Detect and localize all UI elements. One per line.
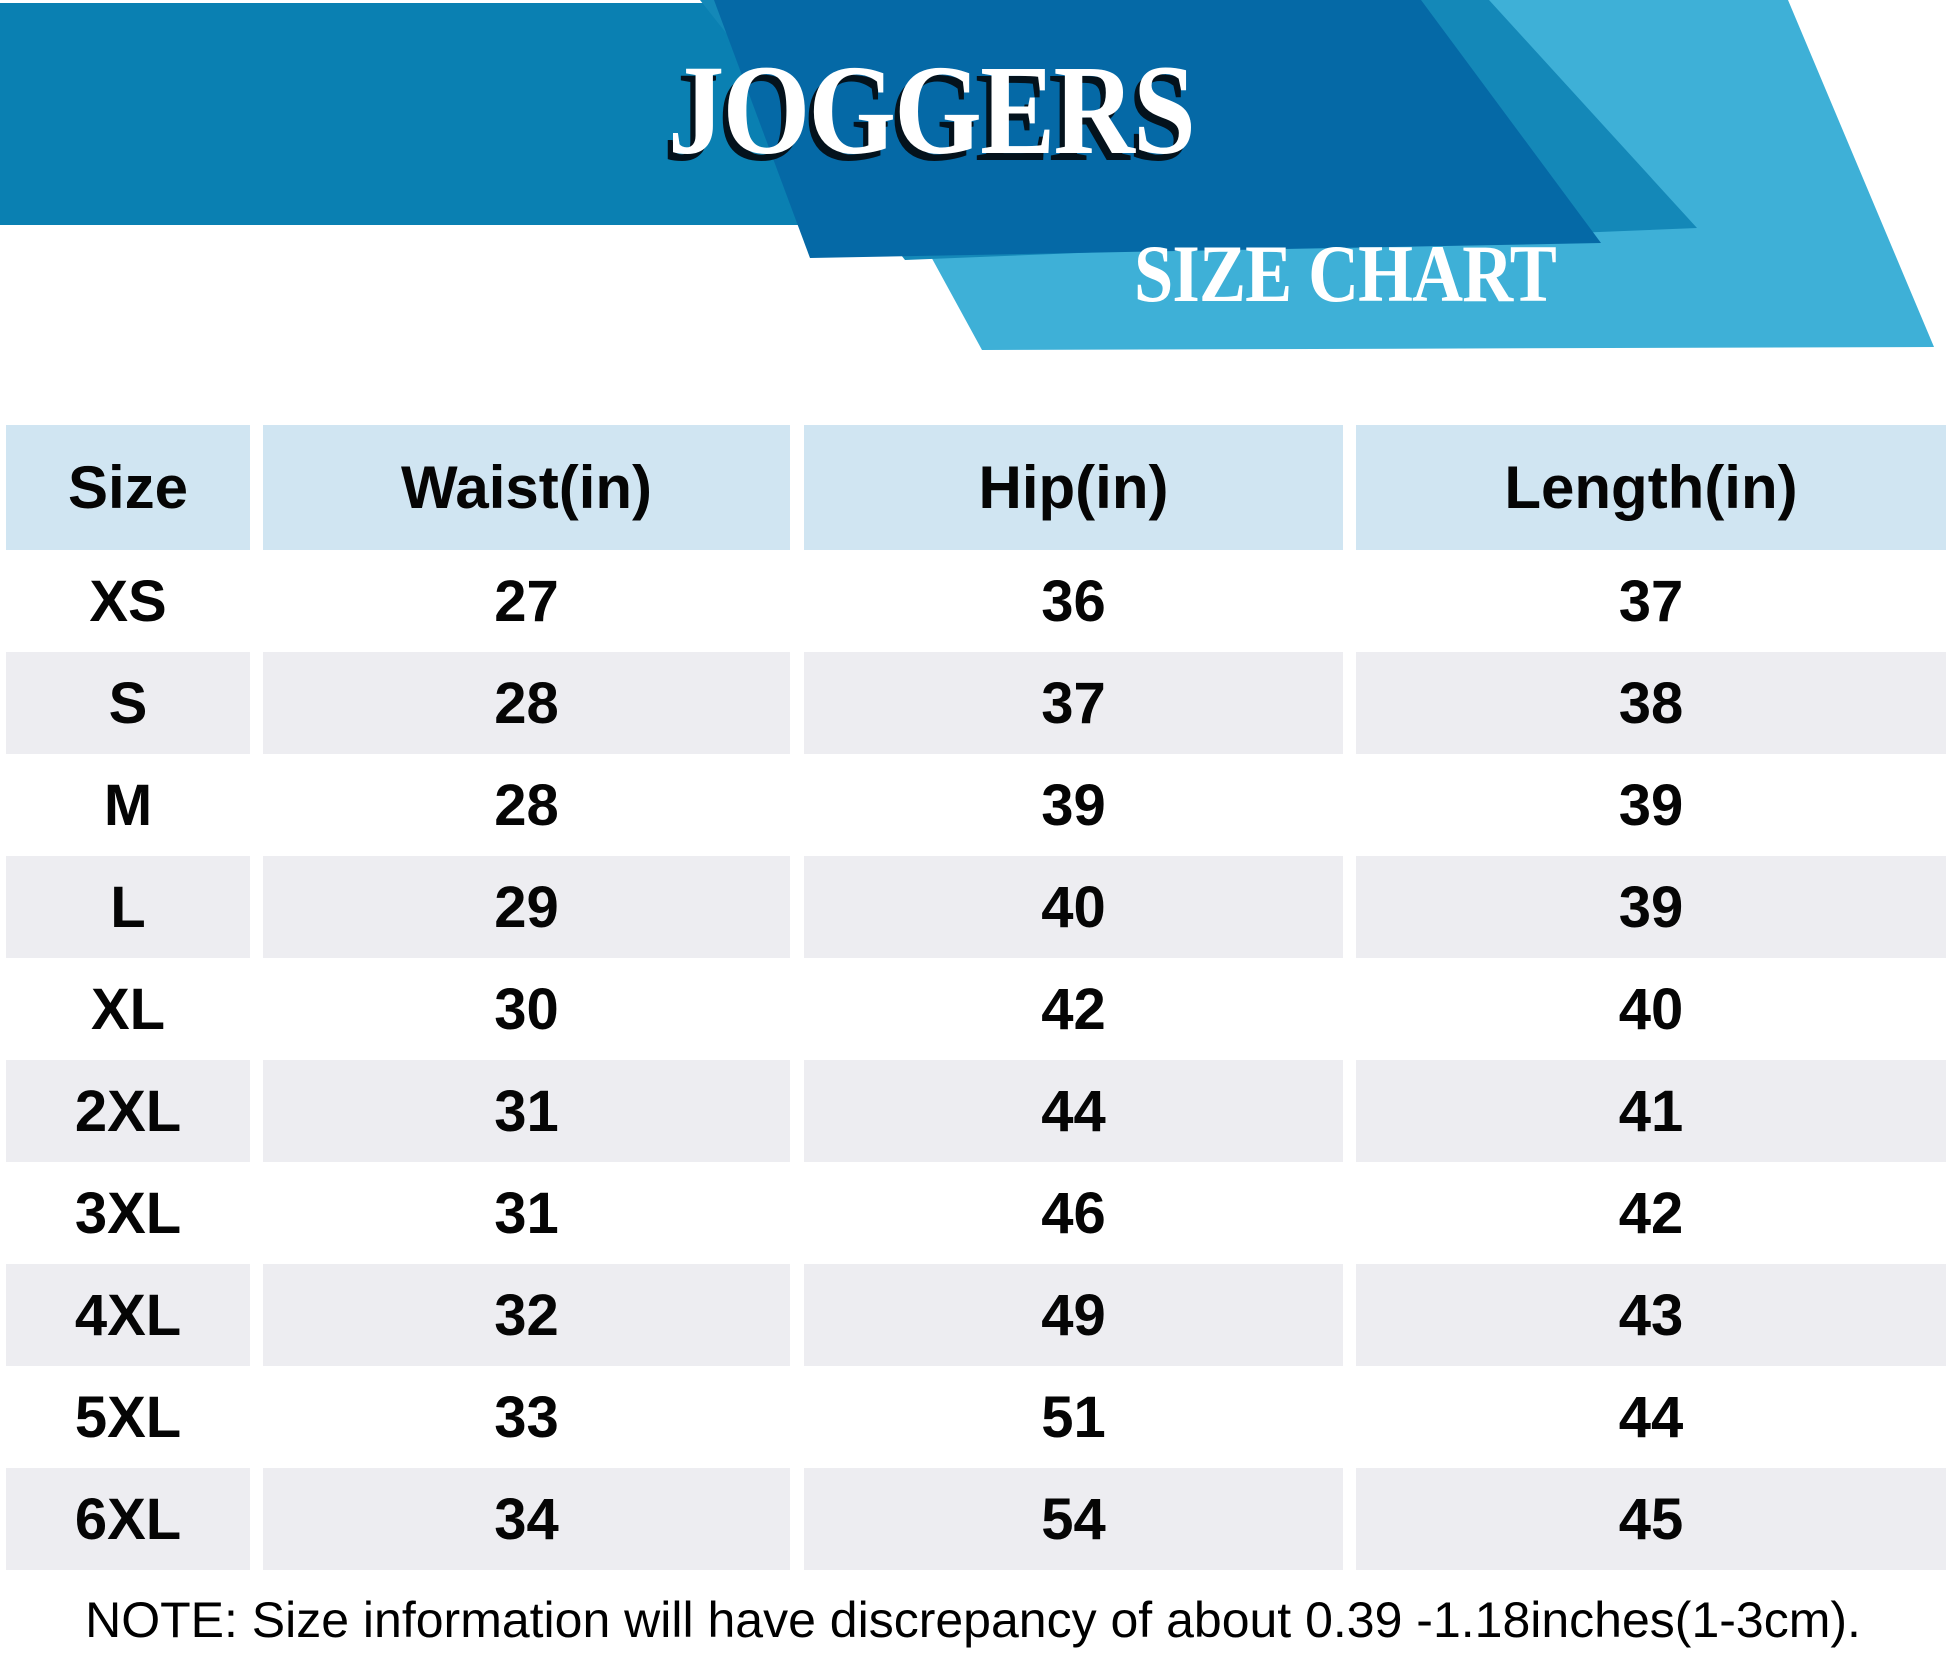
table-row: XL 30 42 40 [0,958,1946,1060]
waist-value: 29 [263,856,790,958]
waist-value: 34 [263,1468,790,1570]
length-value: 37 [1618,568,1684,634]
length-value: 39 [1618,772,1684,838]
row-size-label: 2XL [6,1060,250,1162]
banner-shapes [0,0,1934,350]
hip-value: 42 [1041,976,1106,1042]
hip-value: 51 [1041,1384,1106,1450]
row-size-label: 5XL [74,1384,182,1450]
row-size-label: M [103,772,153,838]
length-value: 43 [1356,1264,1946,1366]
hip-value: 36 [1041,568,1106,634]
hip-value: 49 [804,1264,1343,1366]
hip-value: 54 [804,1468,1343,1570]
banner-left-band [0,3,800,225]
waist-value: 31 [263,1060,790,1162]
banner-title-ribbon [714,0,1601,258]
table-header-row: Size Waist(in) Hip(in) Length(in) [0,425,1946,550]
col-header-length: Length(in) [1356,425,1946,550]
length-value: 40 [1618,976,1684,1042]
table-row: 5XL 33 51 44 [0,1366,1946,1468]
row-size-label: 6XL [6,1468,250,1570]
table-row: 6XL 34 54 45 [0,1468,1946,1570]
length-value: 42 [1618,1180,1684,1246]
note-text: NOTE: Size information will have discrep… [85,1592,1861,1648]
col-header-size: Size [6,425,250,550]
table-row: 4XL 32 49 43 [0,1264,1946,1366]
hip-value: 46 [1041,1180,1106,1246]
hip-value: 37 [804,652,1343,754]
row-size-label: S [6,652,250,754]
row-size-label: 3XL [74,1180,182,1246]
waist-value: 27 [494,568,559,634]
size-table: Size Waist(in) Hip(in) Length(in) XS 27 … [0,425,1946,1570]
waist-value: 28 [494,772,559,838]
hip-value: 40 [804,856,1343,958]
table-row: L 29 40 39 [0,856,1946,958]
row-size-label: L [6,856,250,958]
page-title: JOGGERS [668,39,1196,181]
table-row: 3XL 31 46 42 [0,1162,1946,1264]
length-value: 38 [1356,652,1946,754]
col-header-hip: Hip(in) [804,425,1343,550]
table-row: 2XL 31 44 41 [0,1060,1946,1162]
table-row: XS 27 36 37 [0,550,1946,652]
row-size-label: XL [90,976,166,1042]
hip-value: 39 [1041,772,1106,838]
length-value: 45 [1356,1468,1946,1570]
waist-value: 30 [494,976,559,1042]
row-size-label: 4XL [6,1264,250,1366]
row-size-label: XS [89,568,167,634]
waist-value: 31 [494,1180,559,1246]
length-value: 41 [1356,1060,1946,1162]
length-value: 44 [1618,1384,1684,1450]
waist-value: 28 [263,652,790,754]
page-subtitle: SIZE CHART [1134,228,1557,319]
table-row: S 28 37 38 [0,652,1946,754]
col-header-waist: Waist(in) [263,425,790,550]
table-row: M 28 39 39 [0,754,1946,856]
waist-value: 32 [263,1264,790,1366]
hip-value: 44 [804,1060,1343,1162]
header-banner: JOGGERS SIZE CHART [0,0,1946,380]
length-value: 39 [1356,856,1946,958]
waist-value: 33 [494,1384,559,1450]
